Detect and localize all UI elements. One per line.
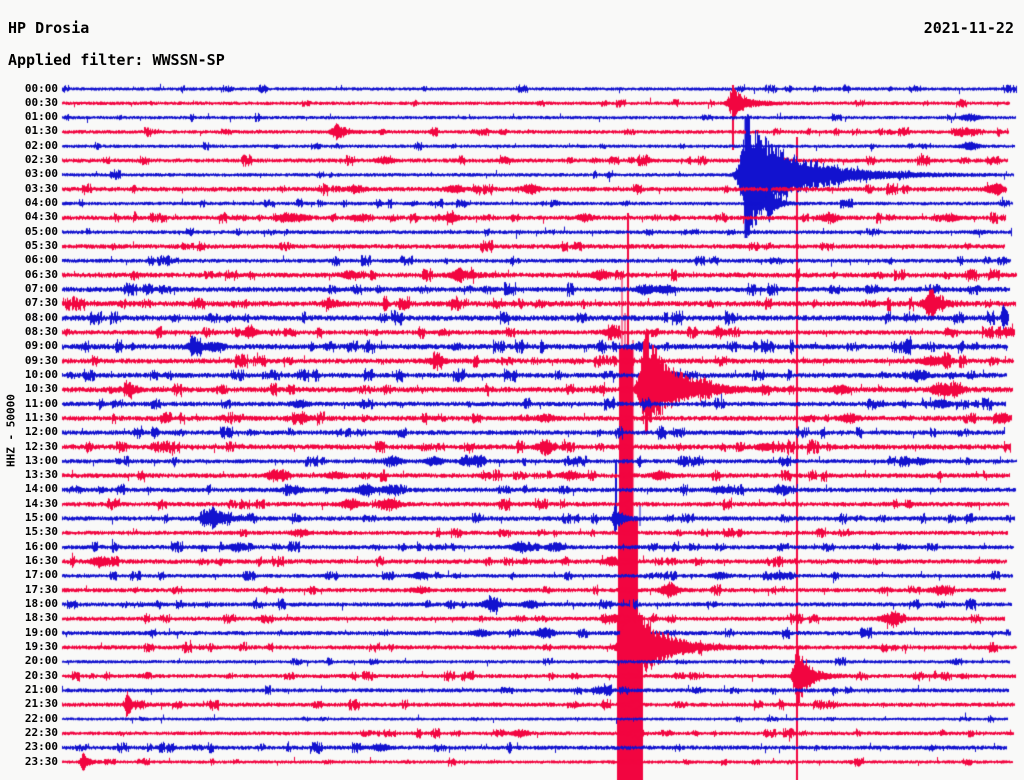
time-label: 04:00	[24, 196, 58, 210]
time-label: 17:30	[24, 582, 58, 596]
filter-label: Applied filter: WWSSN-SP	[8, 51, 225, 69]
time-label: 13:30	[24, 468, 58, 482]
time-label: 14:30	[24, 496, 58, 510]
time-label: 18:00	[24, 597, 58, 611]
time-label: 00:30	[24, 95, 58, 109]
time-label: 20:00	[24, 654, 58, 668]
time-label: 12:00	[24, 425, 58, 439]
time-label: 08:00	[24, 310, 58, 324]
time-label: 07:00	[24, 281, 58, 295]
time-label: 09:30	[24, 353, 58, 367]
time-label: 11:00	[24, 396, 58, 410]
time-label: 09:00	[24, 339, 58, 353]
time-label: 12:30	[24, 439, 58, 453]
time-label: 05:30	[24, 239, 58, 253]
time-label: 01:30	[24, 124, 58, 138]
time-label: 20:30	[24, 668, 58, 682]
time-label: 19:30	[24, 639, 58, 653]
time-label: 13:00	[24, 453, 58, 467]
time-label: 15:00	[24, 511, 58, 525]
time-label: 23:30	[24, 754, 58, 768]
time-label: 02:30	[24, 153, 58, 167]
time-label: 17:00	[24, 568, 58, 582]
time-label: 06:00	[24, 253, 58, 267]
time-label: 18:30	[24, 611, 58, 625]
time-label: 22:00	[24, 711, 58, 725]
time-label: 21:00	[24, 682, 58, 696]
time-label: 05:00	[24, 224, 58, 238]
time-label: 03:30	[24, 181, 58, 195]
time-label: 15:30	[24, 525, 58, 539]
time-label: 08:30	[24, 324, 58, 338]
time-label: 11:30	[24, 410, 58, 424]
time-label: 19:00	[24, 625, 58, 639]
time-label: 01:00	[24, 110, 58, 124]
date-label: 2021-11-22	[923, 19, 1014, 37]
station-title: HP Drosia	[8, 19, 90, 37]
time-label: 23:00	[24, 740, 58, 754]
time-label: 10:00	[24, 367, 58, 381]
time-label: 06:30	[24, 267, 58, 281]
time-label: 07:30	[24, 296, 58, 310]
time-label: 03:00	[24, 167, 58, 181]
time-label: 04:30	[24, 210, 58, 224]
time-label: 16:30	[24, 554, 58, 568]
time-label: 21:30	[24, 697, 58, 711]
time-label: 02:00	[24, 138, 58, 152]
time-label: 00:00	[24, 81, 58, 95]
time-label: 22:30	[24, 725, 58, 739]
time-label: 14:00	[24, 482, 58, 496]
time-label: 10:30	[24, 382, 58, 396]
time-label: 16:00	[24, 539, 58, 553]
